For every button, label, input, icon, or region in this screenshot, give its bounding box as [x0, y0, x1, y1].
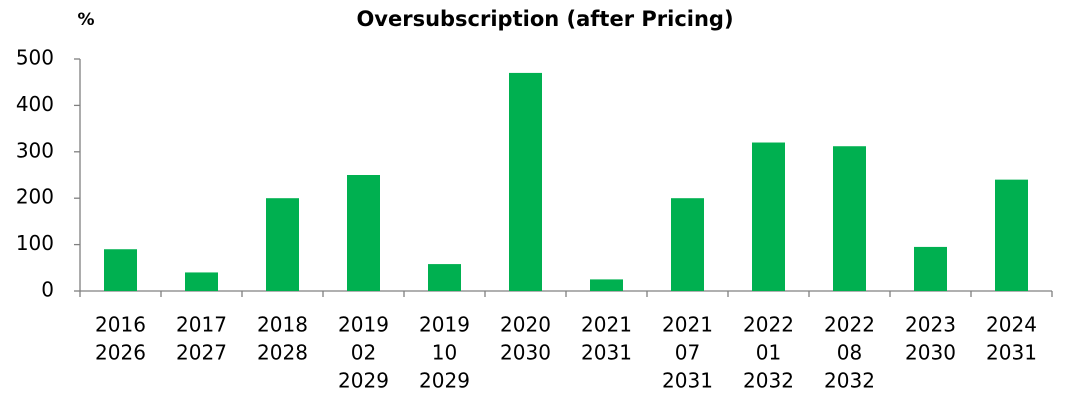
bar [428, 264, 461, 291]
x-tick-label: 2022 [824, 313, 875, 337]
x-tick-label: 2023 [905, 313, 956, 337]
x-tick-label: 2029 [338, 369, 389, 393]
bar [185, 272, 218, 291]
x-tick-label: 2031 [662, 369, 713, 393]
x-tick-label: 2021 [581, 313, 632, 337]
bar [914, 246, 947, 291]
bar [104, 249, 137, 291]
x-tick-label: 2020 [500, 313, 551, 337]
chart-title: Oversubscription (after Pricing) [356, 7, 733, 31]
y-tick-label: 300 [16, 138, 54, 162]
x-tick-label: 2021 [662, 313, 713, 337]
bar [266, 198, 299, 291]
bar [509, 72, 542, 291]
x-tick-label: 2017 [176, 313, 227, 337]
y-tick-label: 100 [16, 231, 54, 255]
y-axis-label: % [77, 10, 94, 30]
x-tick-label: 2019 [419, 313, 470, 337]
x-tick-label: 2029 [419, 369, 470, 393]
x-tick-label: 2028 [257, 341, 308, 365]
x-tick-label: 07 [675, 341, 700, 365]
x-tick-label: 2024 [986, 313, 1037, 337]
bar [671, 198, 704, 291]
bar [752, 142, 785, 291]
x-tick-label: 2026 [95, 341, 146, 365]
x-tick-label: 2016 [95, 313, 146, 337]
y-tick-label: 400 [16, 92, 54, 116]
bar [833, 146, 866, 291]
x-tick-label: 2032 [824, 369, 875, 393]
bar [347, 175, 380, 291]
x-tick-label: 08 [837, 341, 862, 365]
x-tick-label: 02 [351, 341, 376, 365]
x-tick-label: 2031 [986, 341, 1037, 365]
bar [590, 279, 623, 291]
x-tick-label: 01 [756, 341, 781, 365]
x-tick-label: 2032 [743, 369, 794, 393]
bar [995, 179, 1028, 291]
x-tick-label: 2030 [905, 341, 956, 365]
x-tick-label: 2031 [581, 341, 632, 365]
x-tick-label: 10 [432, 341, 457, 365]
y-tick-label: 200 [16, 185, 54, 209]
x-tick-label: 2030 [500, 341, 551, 365]
x-tick-label: 2027 [176, 341, 227, 365]
y-tick-label: 500 [16, 46, 54, 70]
x-tick-label: 2019 [338, 313, 389, 337]
x-tick-label: 2018 [257, 313, 308, 337]
x-tick-label: 2022 [743, 313, 794, 337]
y-tick-label: 0 [41, 278, 54, 302]
